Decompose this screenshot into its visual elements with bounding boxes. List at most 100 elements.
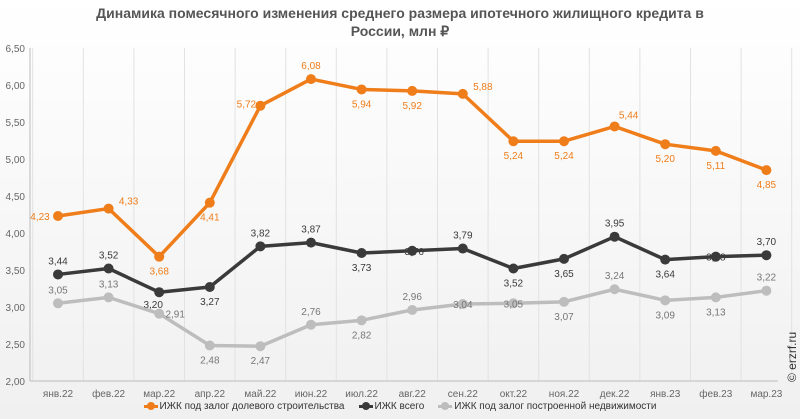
x-tick-label: май.22 — [244, 389, 276, 400]
line-chart: 2,00 2,50 3,00 3,50 4,00 4,50 5,00 5,50 6,00 6,50… — [6, 44, 793, 400]
data-point — [154, 251, 165, 262]
data-label: 3,24 — [605, 271, 625, 282]
data-point — [457, 243, 468, 254]
data-point — [508, 263, 519, 274]
data-label: 4,85 — [757, 180, 777, 191]
data-label: 6,08 — [301, 61, 321, 72]
data-label: 3,20 — [143, 300, 163, 311]
x-tick-label: янв.23 — [650, 389, 681, 400]
data-point — [609, 231, 620, 242]
data-point — [204, 282, 215, 293]
data-point — [660, 254, 671, 265]
data-point — [559, 296, 569, 307]
data-label: 5,88 — [473, 82, 493, 93]
legend-item-0[interactable]: ИЖК под залог долевого строительства — [143, 401, 345, 412]
data-label: 5,92 — [402, 101, 422, 112]
data-point — [356, 247, 367, 258]
x-tick-label: фев.23 — [699, 388, 732, 400]
y-tick-label: 4,50 — [6, 192, 26, 203]
data-label: 3,44 — [48, 256, 68, 267]
data-label: 2,82 — [352, 330, 372, 341]
y-tick-label: 3,50 — [6, 266, 26, 277]
data-label: 5,20 — [655, 154, 675, 165]
data-point — [457, 88, 468, 99]
data-point — [710, 145, 721, 156]
data-label: 2,76 — [301, 307, 321, 318]
data-label: 3,76 — [404, 247, 424, 258]
y-tick-label: 4,00 — [6, 229, 26, 240]
data-label: 5,24 — [554, 151, 574, 162]
data-point — [53, 269, 63, 280]
data-label: 3,79 — [453, 231, 473, 242]
legend: ИЖК под залог долевого строительства ИЖК… — [0, 401, 800, 412]
x-tick-label: авг.22 — [399, 389, 427, 400]
x-tick-label: ноя.22 — [549, 389, 580, 400]
data-point — [356, 84, 367, 95]
data-label: 3,05 — [48, 285, 68, 296]
x-tick-label: мар.23 — [750, 389, 782, 400]
y-tick-label: 6,00 — [6, 81, 26, 92]
data-point — [710, 251, 721, 262]
x-tick-label: дек.22 — [600, 389, 630, 400]
data-label: 3,13 — [99, 279, 119, 290]
data-point — [559, 253, 569, 264]
legend-label: ИЖК под залог долевого строительства — [159, 401, 345, 412]
data-label: 4,41 — [200, 213, 220, 224]
data-point — [407, 304, 418, 315]
x-tick-label: окт.22 — [500, 389, 528, 400]
data-label: 3,73 — [352, 263, 372, 274]
data-point — [660, 295, 671, 306]
data-point — [154, 287, 165, 298]
y-tick-label: 2,50 — [6, 340, 26, 351]
data-label: 2,47 — [251, 356, 271, 367]
x-tick-label: фев.22 — [92, 388, 125, 400]
data-point — [204, 340, 215, 351]
data-point — [154, 308, 165, 319]
data-label: 5,44 — [619, 110, 639, 121]
data-point — [457, 299, 468, 310]
y-tick-label: 6,50 — [6, 44, 26, 55]
data-label: 3,04 — [453, 300, 473, 311]
data-point — [508, 298, 519, 309]
data-point — [407, 245, 418, 256]
series-line-1 — [57, 234, 767, 294]
data-label: 3,52 — [99, 251, 119, 262]
data-label: 3,05 — [504, 299, 524, 310]
x-tick-label: янв.22 — [43, 389, 74, 400]
legend-label: ИЖК под залог построенной недвижимости — [454, 401, 657, 412]
legend-item-2[interactable]: ИЖК под залог построенной недвижимости — [438, 401, 656, 412]
data-label: 3,07 — [554, 312, 574, 323]
data-label: 3,65 — [554, 269, 574, 280]
data-label: 3,68 — [149, 267, 169, 278]
x-tick-label: июл.22 — [345, 389, 378, 400]
data-point — [103, 292, 114, 303]
data-point — [204, 197, 215, 208]
legend-item-1[interactable]: ИЖК всего — [358, 401, 424, 412]
data-point — [407, 85, 418, 96]
data-label: 5,24 — [504, 151, 524, 162]
data-label: 3,95 — [605, 219, 625, 230]
data-point — [609, 284, 620, 295]
data-point — [103, 203, 114, 214]
x-tick-label: июн.22 — [295, 389, 328, 400]
data-label: 3,13 — [706, 307, 726, 318]
data-point — [761, 165, 772, 176]
watermark: © erzrf.ru — [785, 331, 799, 382]
data-point — [306, 74, 316, 85]
chart-title: Динамика помесячного изменения среднего … — [0, 4, 800, 40]
data-label: 3,22 — [757, 273, 777, 284]
y-tick-label: 5,00 — [6, 155, 26, 166]
data-point — [53, 210, 63, 221]
y-tick-label: 5,50 — [6, 118, 26, 129]
data-label: 4,33 — [119, 197, 139, 208]
data-label: 3,27 — [200, 297, 220, 308]
data-label: 3,09 — [655, 310, 675, 321]
legend-swatch — [438, 402, 453, 410]
data-label: 3,87 — [301, 225, 321, 236]
data-point — [559, 136, 569, 147]
x-tick-label: мар.22 — [143, 389, 175, 400]
chart-title-line-1: Динамика помесячного изменения среднего … — [96, 5, 704, 21]
data-point — [761, 250, 772, 261]
data-label: 3,68 — [706, 253, 726, 264]
legend-swatch — [358, 402, 373, 410]
